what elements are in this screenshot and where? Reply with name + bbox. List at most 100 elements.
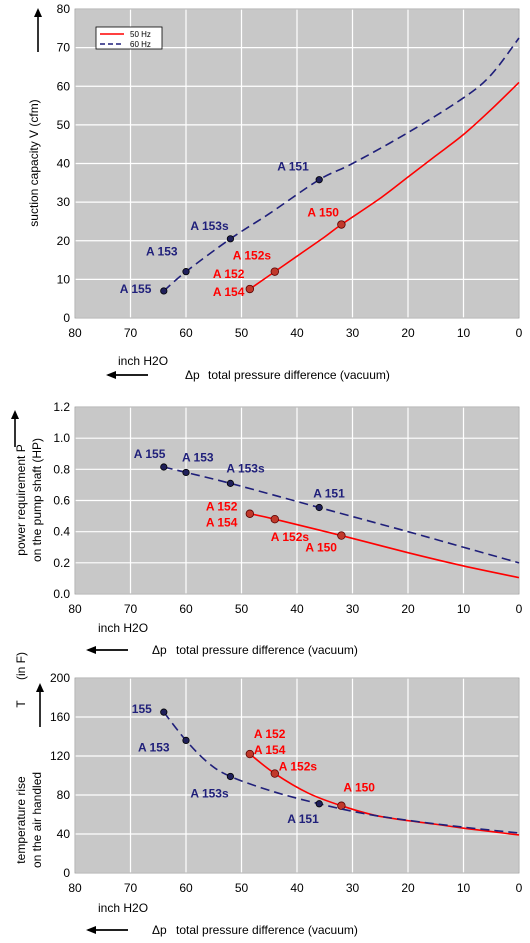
point-label: A 153 (146, 245, 178, 259)
x-tick-label: 40 (290, 881, 304, 895)
point-label: A 151 (287, 812, 319, 826)
y-tick-label: 20 (57, 234, 71, 248)
x-axis-symbol: Δp (152, 923, 167, 937)
data-point (245, 284, 255, 294)
point-label: A 153 (182, 450, 214, 464)
data-point (182, 468, 190, 477)
point-label: A 152 (254, 727, 286, 741)
y-tick-label: 0.4 (53, 525, 70, 539)
data-point (315, 176, 323, 184)
y-tick-label: 0.0 (53, 587, 70, 601)
data-point (270, 515, 279, 524)
x-axis-label: total pressure difference (vacuum) (176, 643, 358, 657)
y-tick-label: 0.6 (53, 494, 70, 508)
point-label: A 151 (277, 160, 309, 174)
x-axis-unit: inch H2O (98, 621, 148, 635)
legend-label-60hz: 60 Hz (130, 40, 151, 49)
point-label: A 153 (138, 740, 170, 754)
x-tick-label: 10 (457, 326, 471, 340)
x-tick-label: 70 (124, 326, 138, 340)
point-label: A 151 (313, 487, 345, 501)
y-tick-label: 1.0 (53, 431, 70, 445)
x-arrow-head (86, 926, 96, 934)
data-point (226, 479, 234, 487)
x-tick-label: 20 (401, 881, 415, 895)
y-tick-label: 10 (57, 272, 71, 286)
y-tick-label: 50 (57, 118, 71, 132)
x-axis-annotation: inch H2O Δp total pressure difference (vac… (106, 354, 390, 382)
y-tick-label: 120 (50, 749, 70, 763)
y-tick-label: 80 (57, 2, 71, 16)
legend-box (95, 26, 163, 50)
legend-label-50hz: 50 Hz (130, 30, 151, 39)
y-tick-label: 200 (50, 671, 70, 685)
x-tick-label: 50 (235, 881, 249, 895)
y-tick-label: 0 (63, 866, 70, 880)
x-tick-label: 30 (346, 602, 360, 616)
y-tick-label: 1.2 (53, 400, 70, 414)
x-axis-symbol: Δp (152, 643, 167, 657)
x-axis-annotation: inch H2O Δp total pressure difference (vac… (86, 621, 358, 657)
x-tick-label: 50 (235, 326, 249, 340)
y-tick-label: 60 (57, 79, 71, 93)
point-label: A 154 (213, 285, 245, 299)
data-point (315, 503, 323, 512)
y-tick-label: 80 (57, 788, 71, 802)
data-point (337, 801, 346, 810)
x-tick-label: 0 (516, 326, 523, 340)
data-point (160, 463, 168, 471)
x-axis-unit: inch H2O (98, 901, 148, 915)
y-tick-label: 40 (57, 827, 71, 841)
point-label: A 153s (190, 219, 229, 233)
x-axis-symbol: Δp (185, 368, 200, 382)
x-tick-label: 50 (235, 602, 249, 616)
point-label: A 152s (233, 249, 272, 263)
y-arrow-head (36, 683, 44, 692)
data-point (160, 287, 168, 295)
y-axis-symbol: T (14, 700, 28, 708)
x-axis-label: total pressure difference (vacuum) (208, 368, 390, 382)
x-axis-annotation: inch H2O Δp total pressure difference (vac… (86, 901, 358, 937)
x-tick-label: 70 (124, 602, 138, 616)
point-label: A 152s (279, 760, 318, 774)
y-tick-label: 40 (57, 157, 71, 171)
y-tick-label: 70 (57, 41, 71, 55)
point-label: A 150 (307, 206, 339, 220)
plot-border (74, 677, 520, 874)
y-axis-label-2: on the air handled (30, 772, 44, 868)
y-arrow-head (11, 410, 19, 419)
y-tick-label: 30 (57, 195, 71, 209)
y-tick-label: 160 (50, 710, 70, 724)
data-point (270, 769, 279, 778)
x-tick-label: 80 (68, 602, 82, 616)
data-point (182, 736, 190, 745)
series-line-60hz (163, 37, 520, 292)
point-label: A 153s (190, 786, 229, 800)
y-axis-label: suction capacity V (cfm) (27, 99, 41, 226)
point-label: 155 (132, 702, 152, 716)
x-tick-label: 0 (516, 881, 523, 895)
x-arrow-head (86, 646, 96, 654)
x-tick-label: 0 (516, 602, 523, 616)
x-tick-label: 70 (124, 881, 138, 895)
x-tick-label: 40 (290, 326, 304, 340)
point-label: A 154 (254, 743, 286, 757)
chart-1: 80 70 60 50 40 30 20 10 0 0 10 20 30 40 50 60 70 80 suctio… (27, 2, 523, 382)
x-tick-label: 60 (179, 881, 193, 895)
x-tick-label: 10 (457, 881, 471, 895)
plot-border (74, 8, 520, 319)
data-point (226, 235, 234, 243)
x-axis-label: total pressure difference (vacuum) (176, 923, 358, 937)
point-label: A 152s (271, 530, 310, 544)
x-tick-label: 80 (68, 326, 82, 340)
x-tick-label: 60 (179, 326, 193, 340)
x-arrow-head (106, 371, 116, 379)
data-point (270, 267, 279, 276)
point-label: A 150 (343, 781, 375, 795)
y-tick-label: 0 (63, 311, 70, 325)
series-line-50hz (249, 81, 520, 290)
x-axis-unit: inch H2O (118, 354, 168, 368)
data-point (182, 268, 190, 276)
